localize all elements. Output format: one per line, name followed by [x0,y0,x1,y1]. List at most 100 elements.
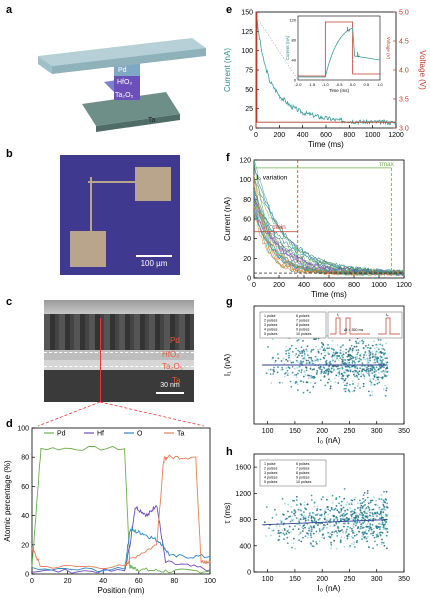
scatter-point [303,353,306,355]
scatter-point [382,372,385,375]
scatter-point [327,531,330,534]
scatter-point [372,532,374,535]
scatter-point [309,366,312,368]
scatter-point [327,370,330,373]
scatter-point [366,362,369,365]
scatter-point [290,505,293,508]
scatter-point [357,360,360,363]
tem-label-pd: Pd [170,336,180,345]
scatter-point [368,525,370,528]
scatter-point [353,543,355,545]
scatter-point [298,520,300,523]
scatter-point [286,530,289,532]
scatter-point [289,347,291,350]
scatter-point [301,526,304,529]
scatter-point [281,529,284,532]
scatter-point [277,357,280,360]
scatter-point [330,506,333,509]
scatter-point [300,380,302,383]
scatter-point [303,514,306,517]
y-tick-label: 120 [239,158,251,165]
scatter-point [362,385,365,388]
scatter-point [338,530,341,533]
inset-x-tick-label: 0.5 [364,82,370,87]
scatter-point [361,507,364,509]
scatter-point [350,501,352,504]
scatter-point [318,517,321,520]
series-line-ta [31,454,211,569]
scatter-point [332,525,335,527]
scatter-point [379,355,382,358]
scatter-point [363,537,366,540]
scatter-point [371,350,374,353]
scatter-point [293,367,296,370]
scatter-point [384,509,387,511]
scatter-point [324,370,327,373]
scatter-point [321,528,324,531]
scatter-point [335,498,337,501]
scatter-point [345,363,348,365]
scatter-point [358,512,361,515]
scatter-point [359,508,362,511]
scatter-point [321,346,323,348]
scatter-point [353,546,356,548]
decay-trace [253,197,405,276]
scatter-point [330,541,332,544]
scatter-point [380,347,383,350]
y-tick-label: 20 [21,542,29,549]
scatter-point [376,357,379,359]
scatter-point [278,381,281,384]
tem-ta2o5-layer [44,360,194,370]
scatter-point [384,369,387,372]
bottom-lead [90,177,92,231]
legend-entry: 5 pulses [264,480,278,484]
x-tick-label: 200 [316,428,328,435]
scatter-point [380,516,383,519]
scatter-point [310,516,313,519]
scatter-point [374,353,377,356]
y-tick-label: 75 [245,68,253,75]
scatter-point [346,369,348,371]
scatter-point [309,381,312,384]
scatter-point [310,499,313,501]
scatter-point [285,372,287,374]
scatter-point [320,514,323,517]
scatter-point [314,355,317,358]
scatter-point [369,524,372,527]
inset-frame [297,15,381,81]
scatter-point [353,541,356,544]
scatter-point [295,499,298,501]
scatter-point [383,509,385,511]
scatter-point [384,394,387,397]
scatter-point [278,525,281,528]
scatter-point [357,518,359,521]
scatter-point [334,507,337,510]
scatter-point [292,499,294,502]
scatter-point [367,510,369,512]
x-tick-label: 800 [348,282,360,289]
scatter-point [300,540,303,543]
scatter-point [283,375,286,378]
scatter-point [364,358,367,361]
scatter-point [375,373,377,376]
scatter-point [344,514,347,516]
scatter-point [273,366,275,369]
scatter-point [367,502,370,505]
scatter-point [376,504,379,507]
scatter-point [355,367,357,370]
inset-y-tick-label: 80 [292,38,297,43]
scatter-point [329,532,331,535]
scatter-point [373,536,376,539]
scatter-point [368,546,370,549]
scatter-point [348,339,351,341]
scatter-point [335,351,337,354]
scatter-point [329,370,332,373]
scatter-point [289,531,292,533]
scatter-point [360,504,363,507]
scatter-point [368,514,371,517]
scatter-point [340,346,342,349]
scatter-point [359,502,362,505]
scatter-point [379,528,381,531]
scatter-point [308,356,310,359]
scatter-point [378,358,381,361]
